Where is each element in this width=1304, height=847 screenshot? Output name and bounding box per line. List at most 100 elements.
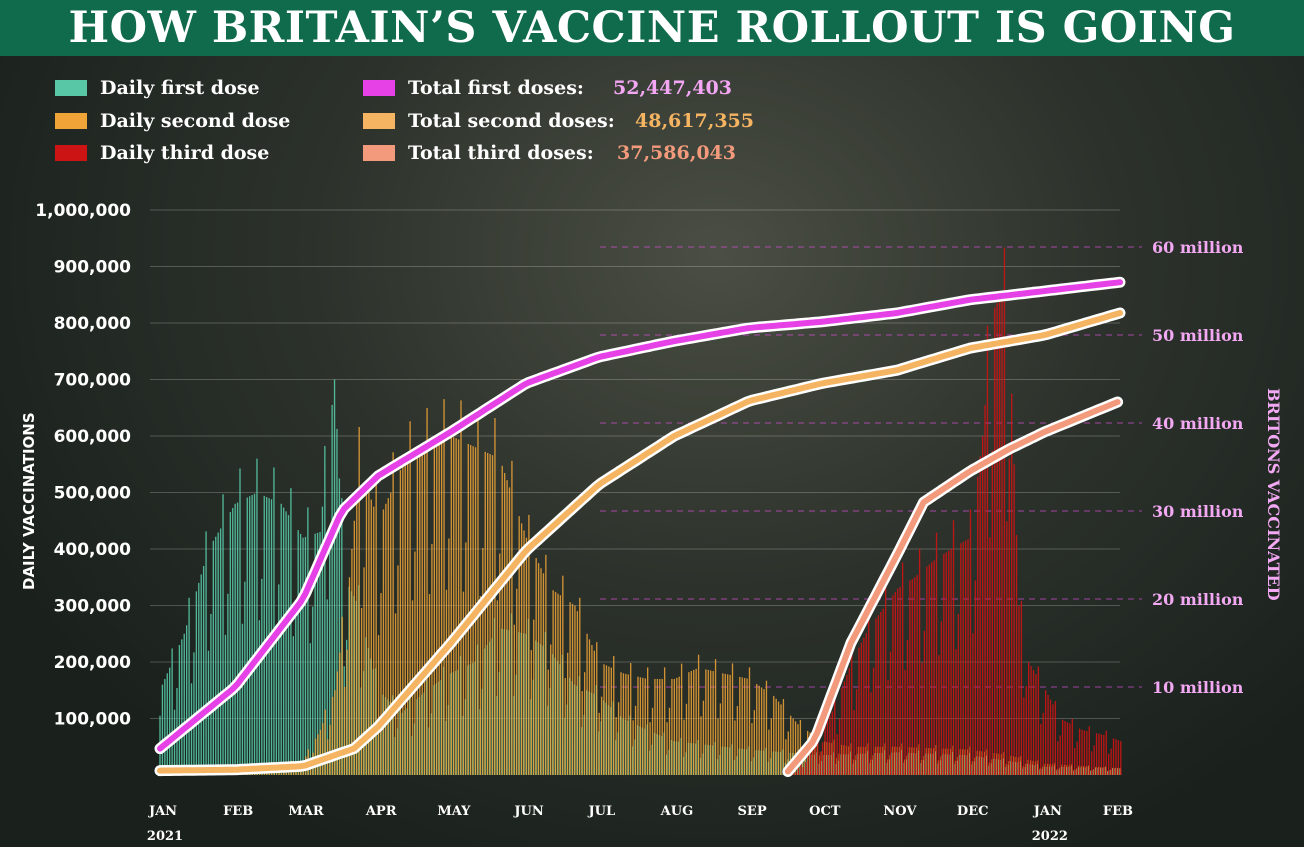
bar-second [496,600,499,775]
bar-second [370,499,372,775]
bar-second [479,596,482,775]
legend-swatch-total-second [363,113,395,129]
x-tick-label: JAN [148,804,177,819]
bar-third [860,642,863,775]
bar-second [770,718,772,775]
bar-first [302,537,304,775]
bar-third [904,669,906,775]
bar-second [760,687,763,775]
bar-second [588,639,591,775]
bar-third [1066,722,1069,775]
bar-third [1112,738,1115,775]
bar-first [333,379,336,775]
bar-second [353,520,356,775]
x-year-label: 2022 [1032,829,1068,844]
bar-third [855,689,858,775]
bar-first [331,404,333,775]
bar-third [909,580,911,775]
bar-second [428,594,431,775]
bar-second [465,542,467,775]
y-tick-label: 800,000 [54,314,132,334]
legend-swatch-total-first [363,80,395,96]
bar-third [1064,721,1066,775]
bar-third [1081,729,1083,775]
bar-third [812,744,814,775]
bar-third [1003,247,1006,775]
bar-second [663,667,666,775]
bar-third [962,541,964,775]
bar-first [256,458,258,775]
x-tick-label: SEP [738,804,767,819]
bar-second [693,669,695,775]
bar-third [889,651,892,775]
bar-third [1071,718,1073,775]
bar-second [651,707,654,775]
bar-first [285,511,287,775]
bar-first [280,503,282,775]
bar-third [996,303,998,775]
bar-third [969,509,972,775]
x-tick-label: APR [365,804,397,819]
bar-second [768,729,770,775]
bar-second [797,724,799,775]
x-tick-label: JUL [587,804,615,819]
bar-third [1095,733,1098,775]
bar-third [897,588,899,775]
bar-first [253,493,256,775]
bar-first [195,591,198,775]
bar-third [826,719,829,775]
bar-first [338,478,341,775]
bar-third [834,699,836,775]
bar-third [800,763,802,775]
bar-third [984,404,986,775]
bar-third [1074,748,1076,775]
bar-first [282,507,285,775]
axis-labels: 100,000 200,000 300,000 400,000 500,000 600,0… [20,201,1283,844]
bar-third [841,687,843,775]
bar-second [528,514,530,775]
bar-first [258,620,261,775]
bar-second [727,674,729,775]
bar-second [702,700,705,775]
bar-second [748,667,751,775]
bar-third [848,668,850,775]
legend-item-daily-first: Daily first dose [55,77,355,101]
bar-second [671,678,673,775]
bar-third [991,450,993,775]
bar-first [164,678,166,775]
bar-second [341,616,343,775]
bar-third [933,560,935,775]
bar-third [1030,666,1032,775]
bar-second [426,407,428,775]
bar-second [627,674,629,775]
bar-second [700,716,702,775]
bar-second [571,603,574,775]
bar-first [217,532,219,775]
bar-first [239,468,241,775]
bar-second [785,739,787,775]
bar-second [530,650,532,775]
bar-second [443,399,445,775]
bar-third [901,562,904,775]
bar-third [809,748,812,775]
bar-third [875,618,877,775]
bar-first [312,606,314,775]
bar-third [918,548,921,775]
bar-second [673,678,676,775]
bar-second [724,673,726,775]
bar-first [319,532,321,775]
bar-second [455,438,457,775]
bar-second [351,549,353,775]
bar-third [986,325,989,775]
bar-third [948,550,950,775]
bar-third [899,586,901,775]
legend-label-total-third: Total third doses: [408,142,594,164]
bar-second [533,619,535,775]
x-tick-label: NOV [883,804,917,819]
bar-first [249,496,251,775]
bar-second [656,678,659,775]
bar-first [181,639,183,775]
bar-second [440,440,443,775]
bar-second [600,696,603,775]
